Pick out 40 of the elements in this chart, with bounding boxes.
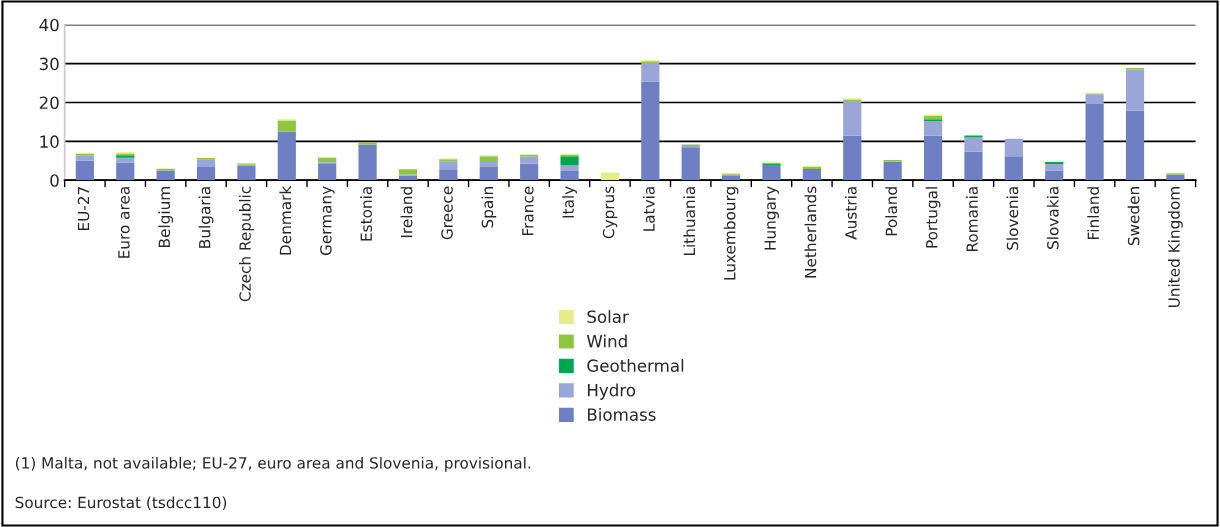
x-tick-label: Finland: [1087, 187, 1100, 239]
legend-label: Wind: [586, 334, 627, 348]
x-tick-label: Hungary: [764, 186, 779, 250]
x-tick-label: Bulgaria: [198, 187, 214, 248]
x-tick-label: France: [522, 186, 534, 236]
x-tick-label: Luxembourg: [723, 187, 739, 280]
y-tick-label: 0: [50, 174, 59, 187]
x-tick-label: Spain: [481, 187, 497, 228]
legend-label: Solar: [587, 310, 629, 324]
x-tick-label: United Kingdom: [1168, 187, 1183, 308]
x-tick-label: Cyprus: [602, 186, 618, 239]
y-tick-label: 10: [40, 135, 59, 148]
x-tick-label: Slovakia: [1046, 187, 1059, 249]
legend-label: Geothermal: [587, 359, 684, 372]
x-tick-label: Greece: [441, 186, 453, 240]
x-tick-label: Estonia: [360, 187, 373, 241]
text: (1) Malta, not available; EU-27, euro area and Slovenia, provisional.: [15, 456, 531, 472]
x-tick-label: Romania: [966, 187, 978, 252]
x-tick-label: Slovenia: [1006, 187, 1019, 250]
source-note: Source: Eurostat (tsdcc110): [15, 496, 227, 511]
legend-label: Hydro: [587, 383, 636, 400]
x-tick-label: Lithuania: [683, 187, 696, 256]
y-tick-label: 40: [39, 18, 59, 32]
x-tick-label: EU-27: [77, 187, 90, 231]
x-tick-label: Germany: [320, 186, 335, 256]
x-tick-label: Belgium: [158, 187, 174, 247]
x-tick-label: Sweden: [1127, 187, 1140, 246]
x-tick-label: Portugal: [925, 187, 941, 248]
x-tick-label: Euro area: [118, 187, 130, 258]
x-tick-label: Netherlands: [804, 186, 817, 278]
x-tick-label: Latvia: [642, 187, 655, 231]
x-tick-label: Italy: [562, 186, 577, 218]
y-tick-label: 30: [39, 57, 59, 71]
x-tick-label: Austria: [844, 187, 857, 240]
x-tick-label: Ireland: [400, 187, 413, 238]
x-tick-label: Czech Republic: [239, 186, 254, 302]
x-tick-label: Denmark: [279, 185, 292, 255]
x-tick-label: Poland: [885, 187, 898, 236]
legend-label: Biomass: [587, 407, 656, 421]
y-tick-label: 20: [39, 96, 59, 110]
